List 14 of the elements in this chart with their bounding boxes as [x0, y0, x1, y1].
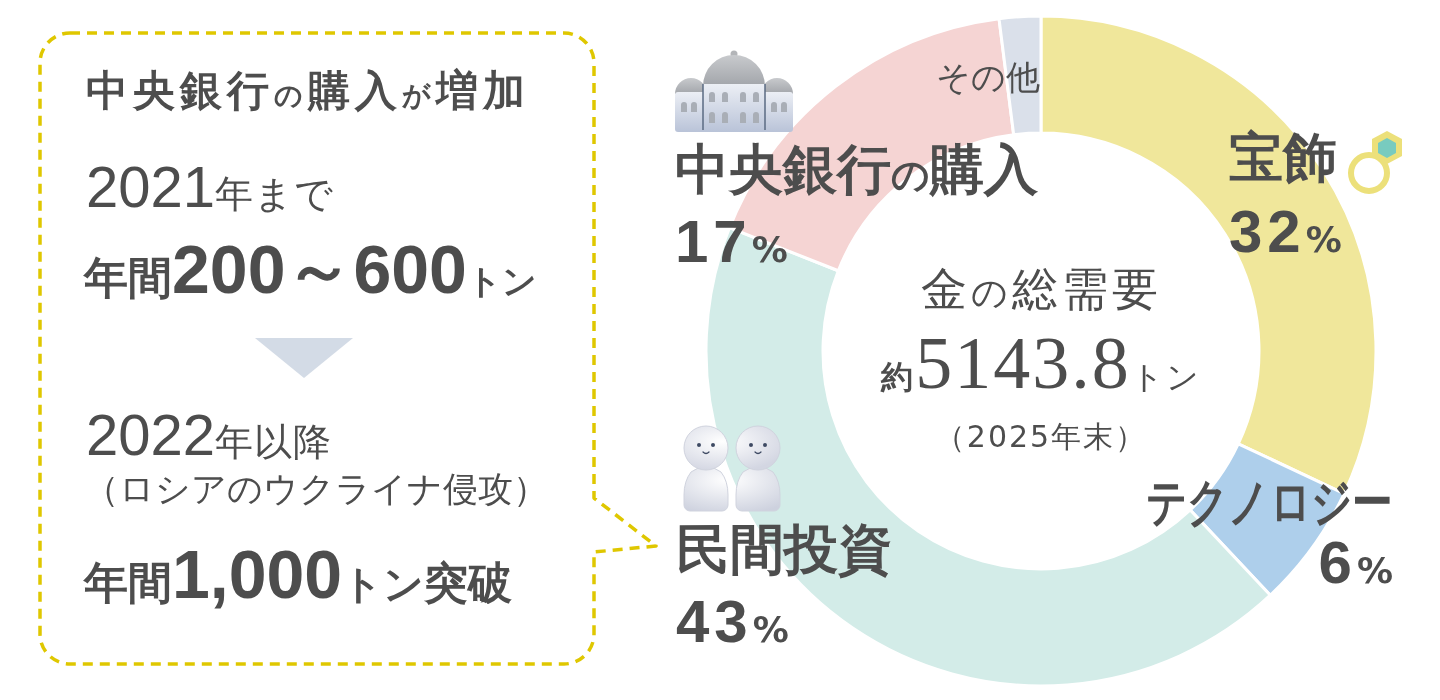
text: 金の総需要 — [920, 262, 1162, 316]
slice-label: 中央銀行の購入 — [675, 138, 1038, 201]
text: （2025年末） — [934, 419, 1148, 454]
text: 2022年以降 — [86, 402, 333, 467]
slice-label: 民間投資 — [676, 518, 892, 581]
text: 中央銀行の購入が増加 — [86, 66, 530, 115]
data-label: 6% — [1318, 529, 1393, 596]
text: 2021年まで — [86, 154, 335, 219]
slice-label: テクノロジー — [1145, 472, 1393, 532]
data-label: 17% — [675, 208, 788, 275]
slice-label: その他 — [936, 57, 1040, 97]
data-label: 32% — [1229, 198, 1342, 265]
data-label: 43% — [676, 588, 789, 655]
text: （ロシアのウクライナ侵攻） — [84, 469, 548, 509]
